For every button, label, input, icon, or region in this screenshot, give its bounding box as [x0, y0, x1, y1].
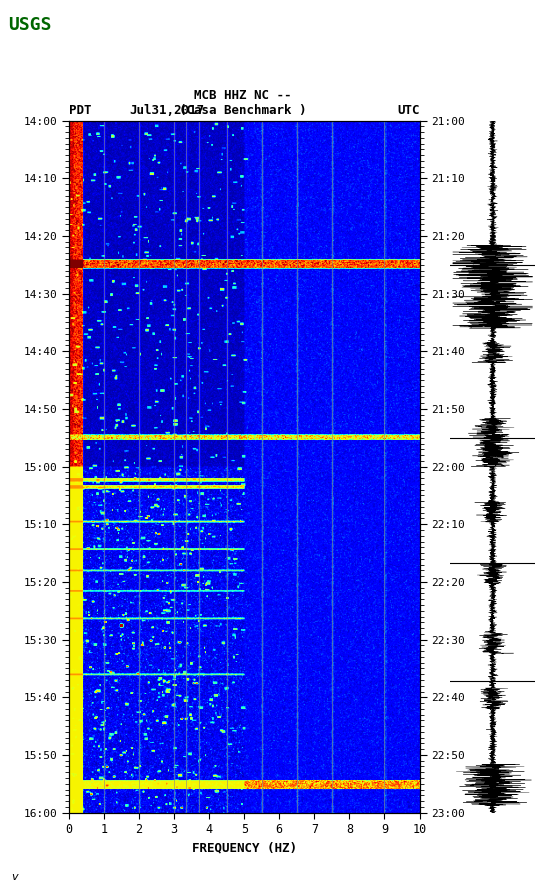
Text: (Casa Benchmark ): (Casa Benchmark ) [179, 104, 306, 117]
Text: $v$: $v$ [11, 872, 20, 882]
Text: MCB HHZ NC --: MCB HHZ NC -- [194, 89, 291, 102]
Text: UTC: UTC [397, 104, 420, 117]
Text: USGS: USGS [8, 16, 52, 34]
X-axis label: FREQUENCY (HZ): FREQUENCY (HZ) [192, 841, 297, 855]
Text: PDT: PDT [69, 104, 92, 117]
Text: Jul31,2017: Jul31,2017 [130, 104, 205, 117]
